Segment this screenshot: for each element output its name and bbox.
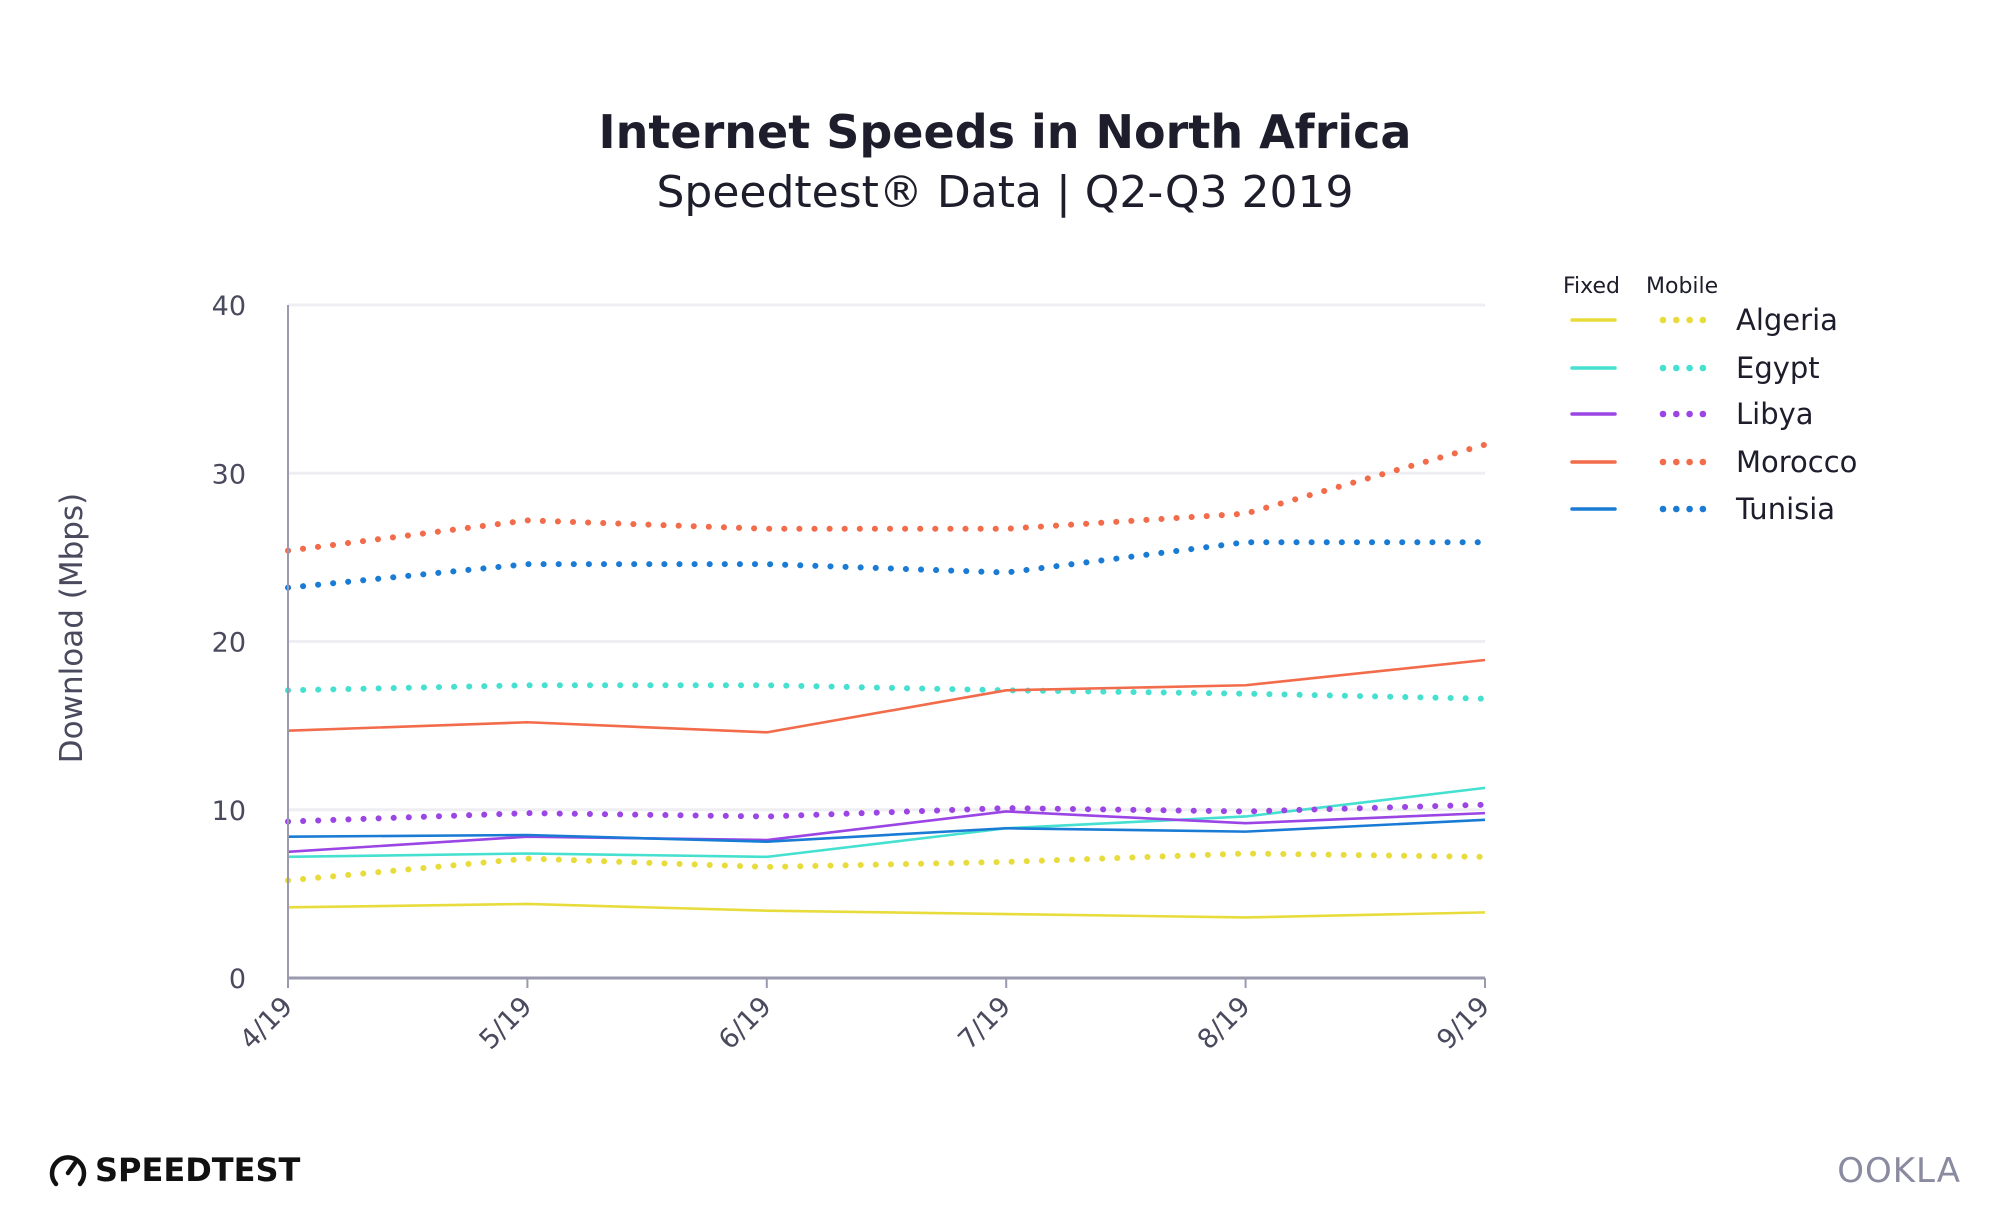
series-line-algeria-mobile	[285, 850, 1488, 884]
series-line-tunisia-mobile	[285, 539, 1488, 591]
speedtest-wordmark: SPEEDTEST	[95, 1151, 301, 1189]
legend: Fixed Mobile Algeria Egypt Libya Morocco Tun…	[1563, 274, 1857, 526]
y-tick-label: 30	[212, 459, 246, 490]
y-tick-label: 40	[212, 291, 246, 322]
y-tick-label: 20	[212, 628, 246, 659]
legend-swatch-mobile	[1659, 316, 1707, 324]
y-axis-label: Download (Mbps)	[54, 493, 90, 763]
chart-title: Internet Speeds in North Africa	[599, 105, 1412, 159]
legend-swatch-mobile	[1659, 410, 1707, 418]
y-tick-label: 0	[229, 964, 246, 995]
series-line-algeria-fixed	[287, 902, 1486, 919]
series-line-tunisia-fixed	[287, 818, 1486, 844]
series-line-egypt-fixed	[287, 786, 1486, 859]
x-tick-label: 8/19	[1192, 991, 1257, 1056]
x-tick-label: 6/19	[713, 991, 778, 1056]
ookla-logo: OOKLA	[1837, 1151, 1961, 1191]
series-line-morocco-fixed	[287, 658, 1486, 734]
speedometer-icon	[49, 1155, 87, 1187]
series-line-libya-mobile	[285, 801, 1488, 825]
x-tick-label: 9/19	[1431, 991, 1496, 1056]
series-line-egypt-mobile	[285, 682, 1488, 702]
legend-header-mobile: Mobile	[1646, 274, 1718, 299]
legend-label: Libya	[1736, 397, 1814, 431]
legend-label: Tunisia	[1735, 492, 1835, 526]
legend-label: Egypt	[1736, 351, 1820, 385]
legend-header-fixed: Fixed	[1563, 274, 1620, 299]
chart-subtitle: Speedtest® Data | Q2-Q3 2019	[657, 167, 1354, 218]
series-line-libya-fixed	[287, 810, 1486, 854]
x-tick-label: 5/19	[474, 991, 539, 1056]
legend-label: Morocco	[1736, 445, 1857, 479]
legend-label: Algeria	[1736, 303, 1838, 337]
series-line-morocco-mobile	[285, 441, 1488, 554]
legend-swatch-mobile	[1659, 505, 1707, 513]
speedtest-logo: SPEEDTEST	[49, 1151, 301, 1189]
x-tick-label: 7/19	[952, 991, 1017, 1056]
legend-swatch-mobile	[1659, 458, 1707, 466]
x-tick-label: 4/19	[234, 991, 299, 1056]
y-tick-label: 10	[212, 796, 246, 827]
legend-swatch-mobile	[1659, 364, 1707, 372]
